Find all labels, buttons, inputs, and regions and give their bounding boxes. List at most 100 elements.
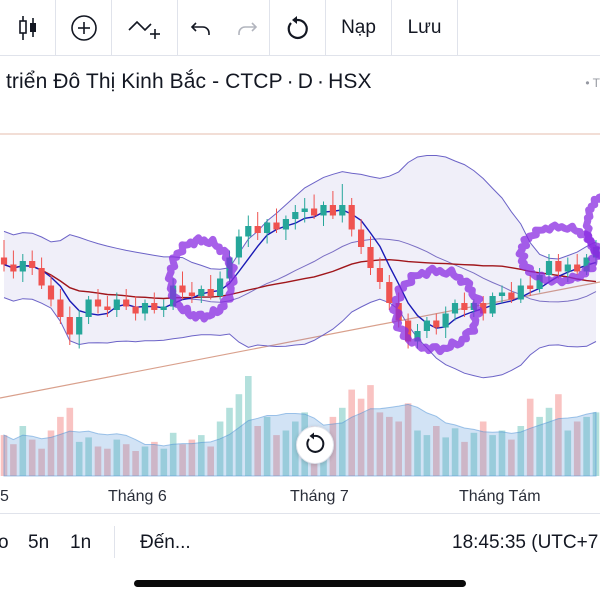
candle-body (57, 299, 64, 317)
volume-bar (536, 416, 543, 476)
volume-bar (489, 435, 496, 476)
volume-bar (104, 448, 111, 476)
volume-bar (151, 441, 158, 476)
candle-body (264, 222, 271, 233)
volume-bar (451, 428, 459, 476)
candle-body (273, 222, 280, 230)
candle-body (198, 289, 205, 296)
load-button[interactable]: Nạp (326, 0, 392, 55)
save-button[interactable]: Lưu (392, 0, 458, 55)
range-5n-button[interactable]: 5n (28, 532, 50, 553)
candle-body (527, 285, 534, 289)
candle-body (10, 264, 17, 272)
volume-bar (207, 446, 214, 476)
xaxis-label: Tháng Tám (459, 488, 541, 505)
candle-body (433, 320, 440, 328)
candle-body (508, 292, 515, 300)
goto-date-button[interactable]: Đến... (140, 532, 191, 553)
bottom-bar: o 5n 1n Đến... 18:45:35 (UTC+7 (0, 514, 600, 570)
volume-bar (38, 448, 45, 476)
volume-bar (10, 444, 17, 476)
candle-body (498, 292, 506, 296)
candle-body (188, 292, 195, 296)
candle-body (179, 285, 186, 293)
volume-bar (198, 435, 205, 476)
range-1n-button[interactable]: 1n (70, 532, 92, 553)
trend-line (0, 281, 600, 399)
candle-body (19, 261, 26, 272)
title-separator: · (286, 70, 294, 93)
candle-body (555, 261, 562, 272)
xaxis-label: 5 (0, 488, 9, 505)
volume-bar (141, 446, 149, 476)
indicator-add-icon (127, 14, 163, 42)
volume-bar (395, 421, 402, 476)
candle-body (113, 299, 120, 310)
clock-time[interactable]: 18:45:35 (UTC+7 (452, 532, 599, 553)
candle-body (339, 205, 346, 216)
indicators-button[interactable] (112, 0, 178, 55)
load-label: Nạp (341, 16, 376, 38)
candle-body (367, 247, 374, 268)
candle-body (207, 289, 214, 296)
candle-body (536, 275, 543, 289)
volume-bar (508, 439, 515, 476)
candlestick-icon (17, 15, 39, 41)
volume-bar (442, 437, 449, 476)
candle-body (442, 313, 449, 328)
reload-icon (286, 15, 310, 41)
add-circle-icon (70, 14, 98, 42)
volume-bar (470, 432, 478, 476)
redo-button[interactable] (224, 0, 270, 55)
candle-body (461, 303, 468, 310)
bollinger-lower-line (3, 297, 597, 379)
volume-bar (66, 407, 74, 476)
undo-button[interactable] (178, 0, 224, 55)
candle-body (574, 264, 581, 272)
reset-chart-button[interactable] (296, 426, 334, 464)
volume-bar (498, 430, 506, 476)
reload-button[interactable] (270, 0, 326, 55)
volume-bar (235, 394, 243, 476)
volume-bar (376, 412, 384, 476)
candle-body (254, 226, 261, 233)
volume-bar (461, 441, 468, 476)
volume-bar (367, 385, 374, 476)
symbol-title[interactable]: triển Đô Thị Kinh Bắc - CTCP · D · HSX (6, 70, 372, 94)
volume-bar (583, 416, 590, 476)
volume-bar (292, 421, 299, 476)
volume-bar (573, 421, 581, 476)
chart-type-button[interactable] (0, 0, 56, 55)
volume-bar (526, 398, 534, 476)
candle-body (94, 299, 102, 307)
price-chart[interactable] (0, 108, 600, 480)
annotation-circle (515, 221, 600, 287)
title-right-text: T (592, 76, 600, 90)
save-label: Lưu (407, 16, 442, 38)
home-indicator (134, 580, 466, 587)
volume-bar (339, 407, 346, 476)
volume-bar (263, 416, 271, 476)
title-separator-2: · (317, 70, 325, 93)
candle-body (0, 257, 8, 265)
volume-bar (517, 426, 525, 476)
candle-body (386, 282, 393, 303)
title-right-fragment: • T (585, 76, 600, 90)
xaxis-label: Tháng 7 (290, 488, 349, 505)
volume-bar (47, 430, 55, 476)
ma-fast-line (3, 209, 597, 329)
volume-bar (282, 430, 290, 476)
undo-icon (190, 19, 212, 37)
volume-bar (57, 416, 64, 476)
candle-body (38, 268, 45, 286)
candle-body (348, 205, 355, 230)
candle-body (564, 264, 571, 272)
candle-body (282, 219, 289, 230)
divider (114, 526, 115, 558)
time-axis: 5 Tháng 6 Tháng 7 Tháng Tám (0, 480, 600, 514)
candle-body (141, 303, 149, 314)
bollinger-upper-line (3, 155, 597, 270)
compare-add-button[interactable] (56, 0, 112, 55)
range-button[interactable]: o (0, 532, 9, 553)
candle-body (358, 229, 365, 247)
